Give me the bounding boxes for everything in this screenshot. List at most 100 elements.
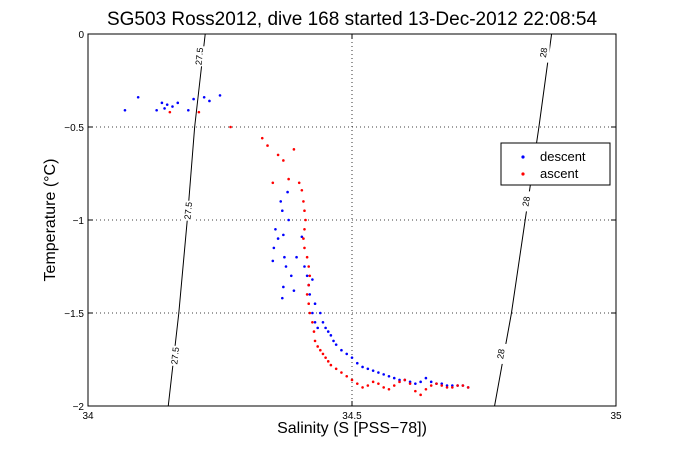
- descent-point: [286, 190, 289, 194]
- ascent-point: [303, 209, 306, 212]
- descent-point: [429, 380, 433, 384]
- grid-lines: [88, 34, 616, 406]
- ascent-point: [387, 387, 391, 391]
- ascent-point: [282, 159, 285, 162]
- descent-point: [332, 339, 335, 343]
- y-tick-label: 0: [78, 30, 84, 41]
- contour-label-gap: [537, 42, 550, 63]
- ascent-point: [229, 125, 232, 129]
- axis-ticks: 34 34.5 35 0 −0.5 −1 −1.5 −2: [64, 30, 622, 422]
- descent-point: [281, 296, 284, 300]
- y-axis-label: Temperature (°C): [42, 159, 59, 282]
- y-tick-label: −2: [73, 402, 85, 413]
- descent-point: [292, 289, 296, 292]
- descent-point: [176, 101, 180, 105]
- ascent-point: [440, 384, 444, 387]
- descent-point: [340, 348, 343, 352]
- descent-point: [300, 235, 304, 239]
- descent-point: [282, 233, 285, 237]
- descent-point: [289, 274, 293, 278]
- descent-point: [282, 285, 285, 289]
- ascent-point: [319, 348, 322, 352]
- contour-label: 28: [495, 348, 506, 359]
- ascent-point: [326, 360, 330, 363]
- contour-label-gap: [169, 345, 182, 366]
- descent-point: [308, 293, 312, 296]
- ascent-point: [382, 386, 385, 389]
- descent-point: [414, 382, 417, 385]
- descent-point: [160, 101, 164, 105]
- ascent-point: [302, 200, 305, 203]
- descent-point: [276, 237, 280, 240]
- descent-point: [313, 302, 317, 306]
- descent-point: [326, 330, 330, 333]
- descent-point: [334, 343, 338, 346]
- x-tick-label: 35: [610, 411, 622, 422]
- ascent-point: [300, 188, 304, 192]
- descent-point: [279, 200, 283, 203]
- ascent-point: [271, 181, 275, 185]
- ascent-point: [435, 382, 438, 385]
- descent-point: [303, 265, 306, 268]
- descent-point: [377, 371, 380, 374]
- ascent-point: [466, 386, 470, 389]
- descent-point: [123, 108, 127, 112]
- ascent-point: [308, 311, 312, 315]
- contour-label: 27.5: [169, 347, 181, 365]
- ascent-point: [355, 382, 359, 385]
- y-tick-label: −1.5: [64, 309, 84, 320]
- descent-point: [392, 376, 396, 380]
- contour-label-gap: [520, 191, 533, 212]
- descent-point: [313, 321, 317, 324]
- ascent-point: [266, 144, 269, 147]
- descent-point: [371, 369, 375, 372]
- ascent-point: [168, 110, 172, 114]
- contour-label: 28: [538, 47, 549, 58]
- ascent-point: [345, 374, 349, 378]
- contour-label-gap: [494, 343, 507, 364]
- descent-point: [202, 95, 206, 99]
- descent-point: [419, 380, 422, 384]
- ascent-point: [316, 345, 319, 348]
- ascent-point: [456, 384, 459, 387]
- legend-marker-ascent: [521, 172, 525, 176]
- x-tick-label: 34.5: [342, 411, 362, 422]
- descent-point: [350, 356, 354, 359]
- ascent-point: [424, 387, 428, 391]
- ascent-point: [429, 384, 433, 387]
- descent-point: [281, 209, 284, 212]
- ascent-point: [260, 136, 264, 140]
- ascent-point: [392, 384, 396, 387]
- descent-point: [424, 376, 428, 380]
- descent-point: [311, 311, 314, 315]
- descent-point: [345, 352, 349, 356]
- descent-point: [274, 228, 277, 231]
- ascent-point: [377, 382, 380, 385]
- ascent-point: [197, 110, 201, 114]
- descent-point: [311, 278, 314, 281]
- descent-point: [171, 105, 174, 108]
- descent-point: [272, 246, 276, 250]
- legend: descent ascent: [500, 142, 611, 186]
- descent-point: [329, 334, 333, 337]
- ascent-point: [451, 386, 454, 389]
- ascent-point: [313, 339, 317, 343]
- legend-marker-descent: [521, 155, 525, 159]
- descent-point: [366, 367, 370, 371]
- descent-point: [440, 382, 444, 385]
- ascent-point: [302, 237, 305, 240]
- ascent-point: [398, 380, 401, 384]
- y-tick-label: −0.5: [64, 123, 84, 134]
- contour-label-gap: [182, 200, 195, 221]
- ascent-point: [403, 378, 407, 382]
- legend-label-ascent: ascent: [540, 166, 579, 181]
- ascent-point: [350, 378, 354, 382]
- descent-point: [305, 274, 309, 278]
- ascent-point: [307, 265, 311, 268]
- ascent-point: [311, 321, 314, 324]
- ascent-point: [305, 293, 309, 296]
- legend-label-descent: descent: [540, 149, 586, 164]
- descent-point: [321, 321, 325, 324]
- descent-point: [451, 384, 454, 387]
